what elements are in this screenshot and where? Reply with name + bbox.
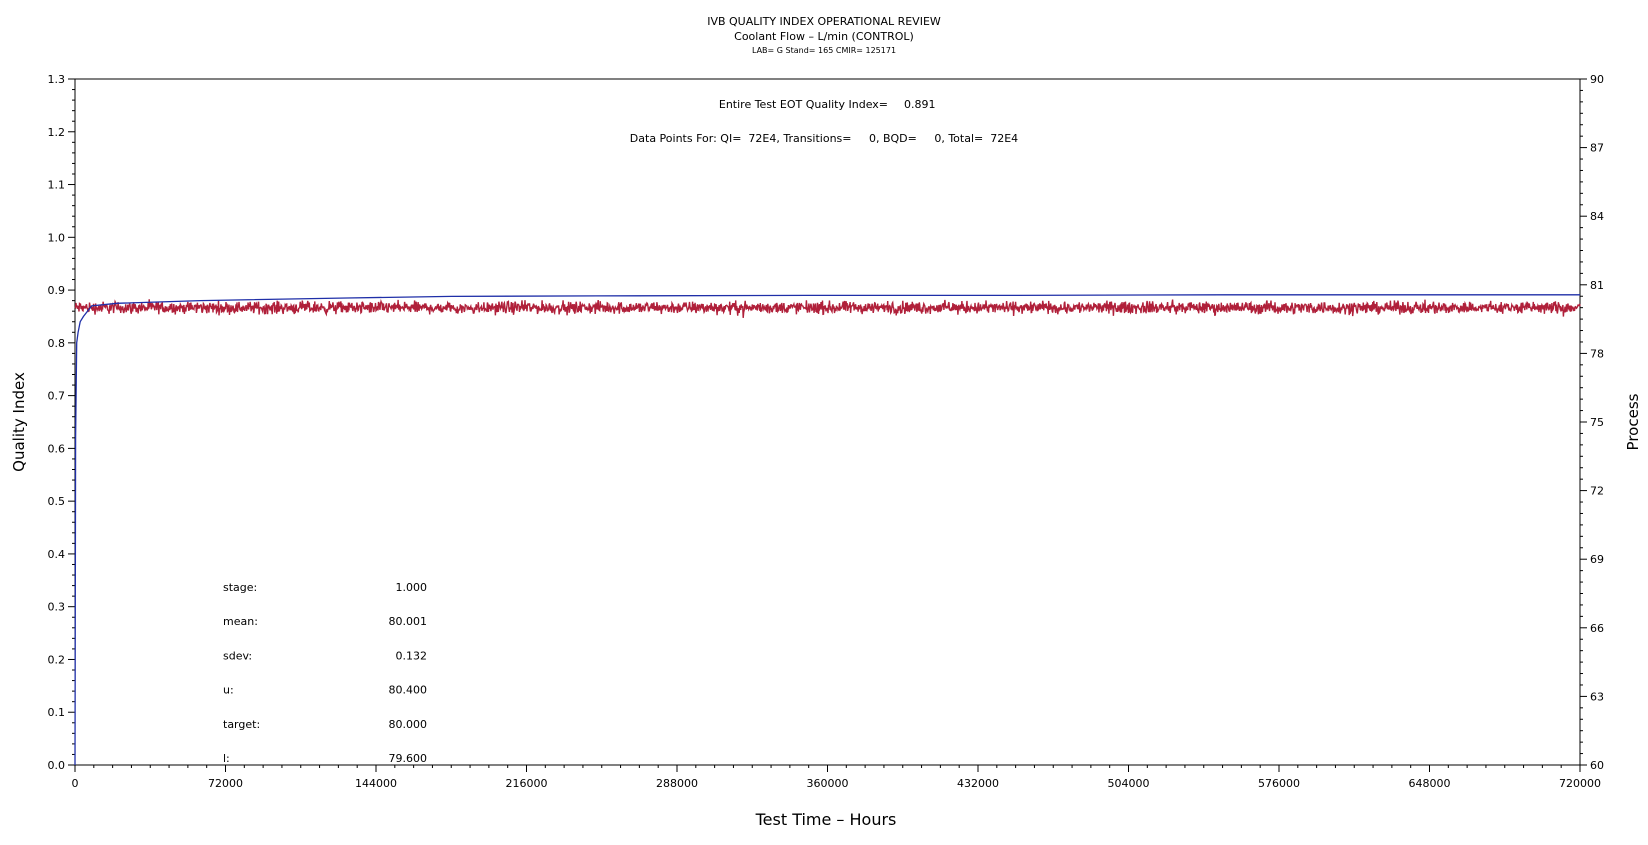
- y-tick-label: 0.2: [48, 653, 66, 666]
- stat-value: 80.400: [389, 684, 428, 697]
- chart-title: IVB QUALITY INDEX OPERATIONAL REVIEW: [707, 15, 941, 28]
- stat-value: 0.132: [396, 649, 428, 662]
- y-tick-label: 0.3: [48, 601, 66, 614]
- y-tick-label: 0.7: [48, 390, 66, 403]
- y2-tick-label: 87: [1590, 142, 1604, 155]
- stat-label: stage:: [223, 581, 257, 594]
- y2-tick-label: 66: [1590, 622, 1604, 635]
- y-tick-label: 0.1: [48, 706, 66, 719]
- x-tick-label: 144000: [355, 777, 397, 790]
- y-tick-label: 1.0: [48, 231, 66, 244]
- y-tick-label: 0.5: [48, 495, 66, 508]
- y-tick-label: 1.1: [48, 179, 66, 192]
- x-tick-label: 216000: [506, 777, 548, 790]
- x-tick-label: 288000: [656, 777, 698, 790]
- y-tick-label: 1.2: [48, 126, 66, 139]
- y2-tick-label: 84: [1590, 210, 1604, 223]
- plot-area: 0.0 0.1 0.2 0.3 0.4 0.5 0.6 0.7 0.8 0.9 1.0 1.1 1.2 1…: [48, 73, 1605, 790]
- stat-value: 1.000: [396, 581, 428, 594]
- y2-tick-label: 75: [1590, 416, 1604, 429]
- stat-label: sdev:: [223, 649, 252, 662]
- y-tick-label: 0.8: [48, 337, 66, 350]
- stat-value: 80.000: [389, 718, 428, 731]
- y2-tick-label: 81: [1590, 279, 1604, 292]
- stats-block: stage: 1.000 mean: 80.001 sdev: 0.132 u: 80.400…: [223, 581, 427, 765]
- y2-tick-label: 63: [1590, 690, 1604, 703]
- x-tick-label: 72000: [208, 777, 243, 790]
- eot-quality-value: 0.891: [904, 98, 936, 111]
- x-tick-label: 360000: [807, 777, 849, 790]
- eot-quality-label: Entire Test EOT Quality Index=: [719, 98, 888, 111]
- y-tick-label: 0.4: [48, 548, 66, 561]
- x-axis-label: Test Time – Hours: [755, 810, 897, 829]
- x-tick-label: 432000: [957, 777, 999, 790]
- x-tick-label: 0: [72, 777, 79, 790]
- stat-value: 79.600: [389, 752, 428, 765]
- x-tick-label: 720000: [1559, 777, 1601, 790]
- y-tick-label: 0.9: [48, 284, 66, 297]
- x-tick-label: 504000: [1108, 777, 1150, 790]
- y2-axis-label: Process: [1624, 393, 1642, 450]
- y2-tick-label: 60: [1590, 759, 1604, 772]
- quality-index-series-line: [74, 294, 1580, 766]
- y2-tick-label: 72: [1590, 485, 1604, 498]
- y-tick-label: 0.6: [48, 442, 66, 455]
- stat-label: target:: [223, 718, 260, 731]
- stat-label: l:: [223, 752, 230, 765]
- data-points-annotation: Data Points For: QI= 72E4, Transitions= …: [630, 132, 1018, 145]
- y2-tick-label: 78: [1590, 347, 1604, 360]
- x-tick-label: 576000: [1258, 777, 1300, 790]
- stat-value: 80.001: [389, 615, 428, 628]
- x-tick-label: 648000: [1409, 777, 1451, 790]
- chart-subtitle: Coolant Flow – L/min (CONTROL): [734, 30, 914, 43]
- stat-label: u:: [223, 684, 234, 697]
- y2-tick-label: 90: [1590, 73, 1604, 86]
- y2-tick-label: 69: [1590, 553, 1604, 566]
- process-series-line: [74, 298, 1581, 318]
- stat-label: mean:: [223, 615, 258, 628]
- chart-subtitle-2: LAB= G Stand= 165 CMIR= 125171: [752, 46, 896, 55]
- y-tick-label: 1.3: [48, 73, 66, 86]
- y-tick-label: 0.0: [48, 759, 66, 772]
- y-axis-label: Quality Index: [10, 372, 28, 472]
- plot-frame: [74, 78, 1581, 766]
